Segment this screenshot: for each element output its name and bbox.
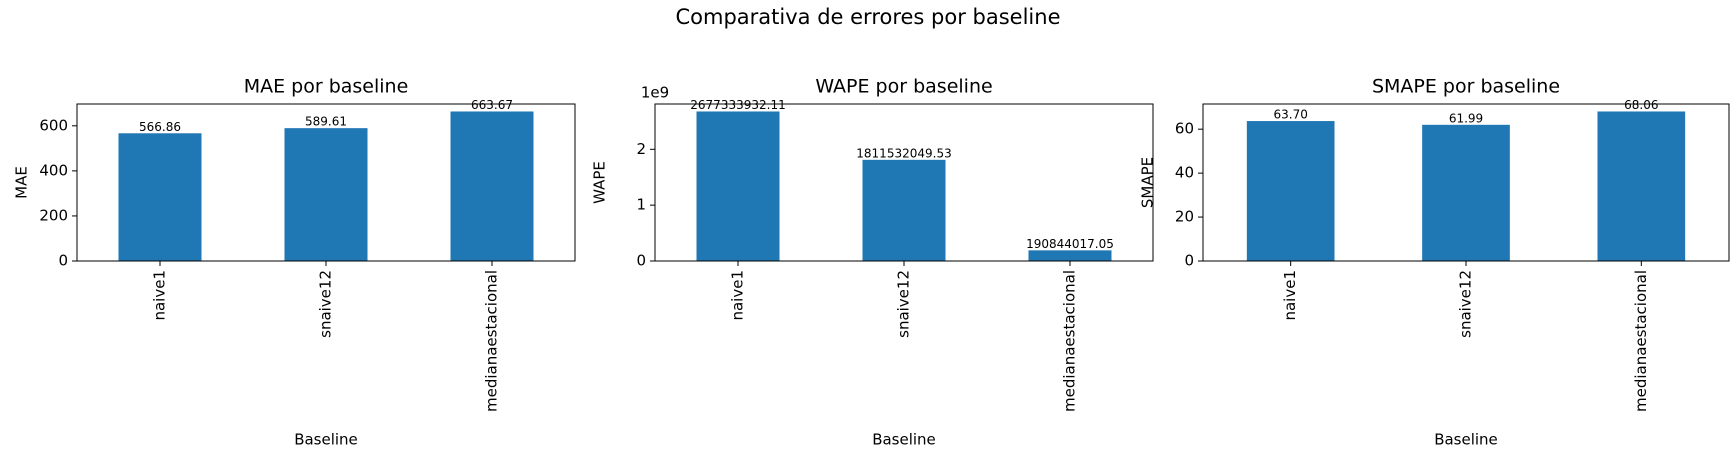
x-axis-label: Baseline xyxy=(1434,431,1498,449)
y-offset-label: 1e9 xyxy=(641,84,669,102)
y-axis-label: SMAPE xyxy=(1139,157,1157,208)
x-tick-label: medianaestacional xyxy=(1061,270,1079,412)
x-tick-label: snaive12 xyxy=(895,270,913,338)
bar xyxy=(1597,111,1686,261)
y-axis-label: WAPE xyxy=(591,161,609,204)
y-tick-label: 400 xyxy=(39,161,68,179)
subplot-title: SMAPE por baseline xyxy=(1372,76,1560,98)
value-label: 68.06 xyxy=(1624,98,1658,112)
y-tick-label: 600 xyxy=(39,116,68,134)
bar xyxy=(284,128,368,261)
bar xyxy=(1246,121,1335,261)
x-tick-label: medianaestacional xyxy=(1632,270,1650,412)
y-tick-label: 20 xyxy=(1175,208,1194,226)
x-tick-label: naive1 xyxy=(1281,270,1299,321)
y-tick-label: 1 xyxy=(636,196,646,214)
subplot-title: MAE por baseline xyxy=(244,76,409,98)
y-tick-label: 200 xyxy=(39,206,68,224)
x-tick-label: snaive12 xyxy=(1457,270,1475,338)
bar xyxy=(862,159,946,261)
y-tick-label: 0 xyxy=(1184,252,1194,270)
value-label: 61.99 xyxy=(1449,111,1483,125)
value-label: 589.61 xyxy=(305,115,347,129)
y-tick-label: 0 xyxy=(58,252,68,270)
x-axis-label: Baseline xyxy=(294,431,358,449)
x-tick-label: naive1 xyxy=(729,270,747,321)
bar xyxy=(1422,124,1510,262)
x-tick-label: medianaestacional xyxy=(483,270,501,412)
bar xyxy=(1028,250,1112,261)
value-label: 566.86 xyxy=(139,120,181,134)
subplot-title: WAPE por baseline xyxy=(815,76,992,98)
x-tick-label: naive1 xyxy=(151,270,169,321)
y-tick-label: 60 xyxy=(1175,120,1194,138)
bar xyxy=(450,111,534,262)
axes-frame xyxy=(654,103,1154,262)
x-tick-label: snaive12 xyxy=(317,270,335,338)
value-label: 63.70 xyxy=(1273,108,1307,122)
bar xyxy=(696,111,780,261)
value-label: 2677333932.11 xyxy=(690,98,785,112)
axes-frame xyxy=(1202,103,1730,262)
value-label: 663.67 xyxy=(471,98,513,112)
y-axis-label: MAE xyxy=(13,166,31,199)
value-label: 1811532049.53 xyxy=(856,146,951,160)
value-label: 190844017.05 xyxy=(1026,237,1114,251)
axes-frame xyxy=(76,103,576,262)
figure-title: Comparativa de errores por baseline xyxy=(676,5,1061,29)
y-tick-label: 40 xyxy=(1175,164,1194,182)
bar xyxy=(118,133,202,261)
y-tick-label: 0 xyxy=(636,252,646,270)
y-tick-label: 2 xyxy=(636,140,646,158)
x-axis-label: Baseline xyxy=(872,431,936,449)
